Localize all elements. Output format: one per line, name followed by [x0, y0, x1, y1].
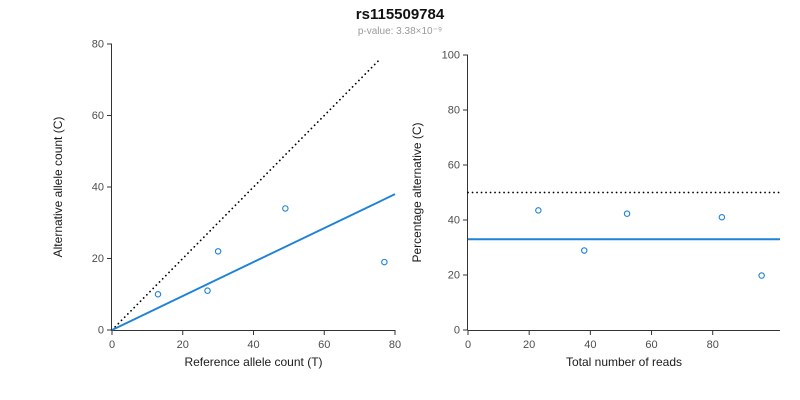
x-tick-label: 0: [465, 339, 471, 351]
fit-line: [111, 193, 396, 331]
x-tick-label: 0: [109, 339, 115, 351]
data-point: [154, 290, 162, 298]
data-point: [381, 258, 388, 266]
identity-line: [111, 57, 382, 331]
x-axis-title: Reference allele count (T): [184, 355, 322, 369]
x-axis-title: Total number of reads: [566, 355, 682, 369]
y-axis-title: Alternative allele count (C): [51, 117, 65, 258]
data-point: [580, 247, 588, 254]
plot-title: rs115509784: [355, 6, 445, 23]
x-tick-label: 20: [177, 339, 189, 351]
y-tick-label: 40: [92, 182, 104, 194]
chart-percentage-alternative: 0 20 40 60 80 0 20 40 60 80 100 Total number of rea…: [410, 50, 781, 369]
data-point: [214, 248, 222, 255]
x-tick-label: 40: [584, 339, 596, 351]
data-point: [758, 272, 765, 279]
y-tick-label: 60: [448, 160, 460, 172]
y-tick-label: 20: [448, 270, 460, 282]
y-tick-label: 60: [92, 110, 104, 122]
x-tick-label: 80: [707, 339, 719, 351]
x-tick-label: 40: [247, 339, 259, 351]
x-tick-label: 60: [318, 339, 330, 351]
x-tick-label: 60: [645, 339, 657, 351]
x-tick-label: 80: [389, 339, 401, 351]
y-tick-label: 100: [442, 50, 460, 62]
y-tick-label: 40: [448, 215, 460, 227]
data-point: [282, 205, 289, 212]
y-tick-label: 20: [92, 253, 104, 265]
y-axis-title: Percentage alternative (C): [410, 122, 424, 262]
data-point: [718, 214, 726, 221]
data-point: [535, 207, 542, 214]
y-tick-label: 80: [92, 39, 104, 51]
data-point: [623, 210, 631, 217]
chart-allele-counts: 0 20 40 60 80 0 20 40 60 80 Reference allele count…: [51, 39, 401, 370]
x-tick-label: 20: [523, 339, 535, 351]
y-tick-label: 0: [454, 325, 460, 337]
y-tick-label: 0: [98, 325, 104, 337]
data-point: [204, 287, 211, 294]
y-tick-label: 80: [448, 105, 460, 117]
plot-subtitle: p-value: 3.38×10⁻⁹: [357, 26, 443, 37]
